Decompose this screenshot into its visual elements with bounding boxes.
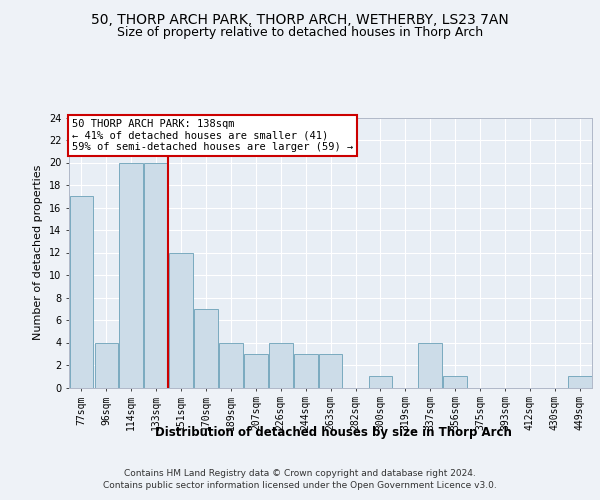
Bar: [95, 342, 118, 388]
Bar: [418, 342, 442, 388]
Bar: [294, 354, 317, 388]
Bar: [443, 376, 467, 388]
Bar: [368, 376, 392, 388]
Bar: [568, 376, 592, 388]
Bar: [269, 342, 293, 388]
Bar: [169, 252, 193, 388]
Text: Contains HM Land Registry data © Crown copyright and database right 2024.: Contains HM Land Registry data © Crown c…: [124, 470, 476, 478]
Y-axis label: Number of detached properties: Number of detached properties: [34, 165, 43, 340]
Bar: [244, 354, 268, 388]
Bar: [119, 162, 143, 388]
Bar: [319, 354, 343, 388]
Text: 50 THORP ARCH PARK: 138sqm
← 41% of detached houses are smaller (41)
59% of semi: 50 THORP ARCH PARK: 138sqm ← 41% of deta…: [71, 119, 353, 152]
Bar: [145, 162, 168, 388]
Text: Distribution of detached houses by size in Thorp Arch: Distribution of detached houses by size …: [155, 426, 511, 439]
Text: Contains public sector information licensed under the Open Government Licence v3: Contains public sector information licen…: [103, 482, 497, 490]
Text: 50, THORP ARCH PARK, THORP ARCH, WETHERBY, LS23 7AN: 50, THORP ARCH PARK, THORP ARCH, WETHERB…: [91, 12, 509, 26]
Bar: [70, 196, 93, 388]
Text: Size of property relative to detached houses in Thorp Arch: Size of property relative to detached ho…: [117, 26, 483, 39]
Bar: [219, 342, 243, 388]
Bar: [194, 308, 218, 388]
